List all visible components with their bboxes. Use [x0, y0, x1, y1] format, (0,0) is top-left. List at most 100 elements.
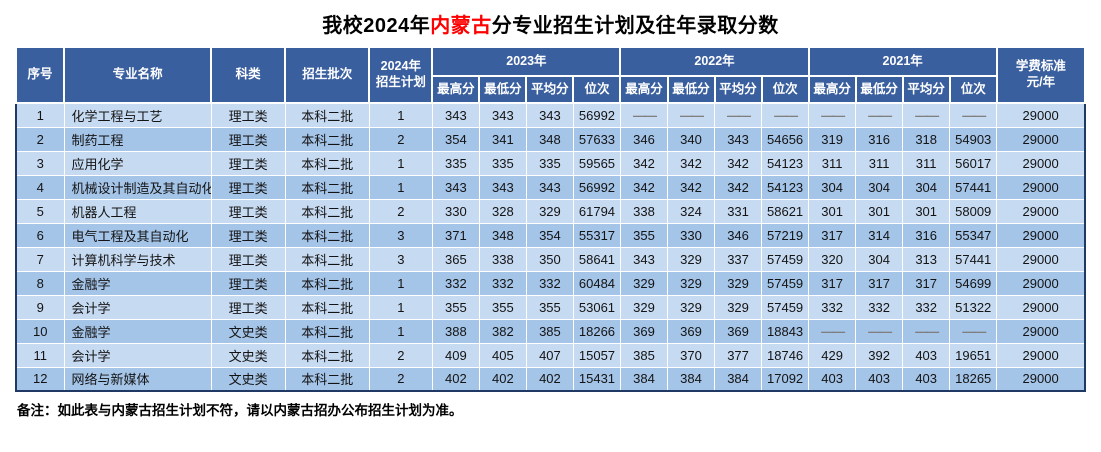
- cell-tuition: 29000: [996, 342, 1086, 368]
- cell-no: 12: [15, 366, 65, 392]
- cell-tuition: 29000: [996, 102, 1086, 128]
- cell-major: 会计学: [63, 342, 212, 368]
- cell-2022-avg: 384: [714, 366, 763, 392]
- cell-tuition: 29000: [996, 294, 1086, 320]
- cell-major: 会计学: [63, 294, 212, 320]
- cell-2021-max: 317: [808, 270, 857, 296]
- cell-2021-max: 301: [808, 198, 857, 224]
- cell-no: 9: [15, 294, 65, 320]
- cell-2022-min: 384: [666, 366, 716, 392]
- cell-2023-max: 332: [431, 270, 480, 296]
- cell-no: 5: [15, 198, 65, 224]
- cell-2022-rank: 54123: [761, 150, 810, 176]
- cell-tuition: 29000: [996, 318, 1086, 344]
- cell-2021-avg: 318: [902, 126, 951, 152]
- cell-plan: 2: [368, 366, 433, 392]
- cell-2021-max: ——: [808, 102, 857, 128]
- table-row: 2 制药工程 理工类 本科二批 2 354 341 348 57633 346 340 343 5465…: [15, 126, 1086, 152]
- cell-tuition: 29000: [996, 270, 1086, 296]
- title-highlight: 内蒙古: [430, 15, 492, 37]
- cell-2023-rank: 57633: [572, 126, 621, 152]
- cell-2021-min: 392: [855, 342, 904, 368]
- cell-batch: 本科二批: [284, 246, 370, 272]
- table-row: 8 金融学 理工类 本科二批 1 332 332 332 60484 329 329 329 57459…: [15, 270, 1086, 296]
- cell-2021-max: 320: [808, 246, 857, 272]
- cell-2021-rank: 54699: [949, 270, 998, 296]
- cell-2023-avg: 350: [525, 246, 574, 272]
- cell-2022-avg: 329: [714, 294, 763, 320]
- table-row: 12 网络与新媒体 文史类 本科二批 2 402 402 402 15431 384 384 384 1…: [15, 366, 1086, 392]
- cell-2021-max: 311: [808, 150, 857, 176]
- cell-2021-avg: 301: [902, 198, 951, 224]
- cell-2023-rank: 15431: [572, 366, 621, 392]
- col-header-2022-avg: 平均分: [713, 75, 763, 104]
- cell-2022-rank: 17092: [761, 366, 810, 392]
- cell-major: 网络与新媒体: [63, 366, 212, 392]
- cell-2023-rank: 56992: [572, 174, 621, 200]
- table-row: 3 应用化学 理工类 本科二批 1 335 335 335 59565 342 342 342 5412…: [15, 150, 1086, 176]
- cell-2023-max: 371: [431, 222, 480, 248]
- cell-tuition: 29000: [996, 222, 1086, 248]
- cell-2023-max: 354: [431, 126, 480, 152]
- col-header-2021-rank: 位次: [948, 75, 998, 104]
- cell-batch: 本科二批: [284, 342, 370, 368]
- cell-2023-max: 355: [431, 294, 480, 320]
- cell-major: 计算机科学与技术: [63, 246, 212, 272]
- cell-2021-max: 429: [808, 342, 857, 368]
- cell-2022-min: 324: [666, 198, 716, 224]
- cell-category: 文史类: [210, 366, 286, 392]
- cell-batch: 本科二批: [284, 318, 370, 344]
- cell-2023-avg: 335: [525, 150, 574, 176]
- cell-2022-max: 342: [619, 150, 669, 176]
- cell-2022-min: 370: [666, 342, 716, 368]
- cell-2022-min: 342: [666, 150, 716, 176]
- cell-2023-min: 343: [478, 174, 527, 200]
- cell-2023-min: 405: [478, 342, 527, 368]
- col-header-2021-min: 最低分: [854, 75, 904, 104]
- table-row: 9 会计学 理工类 本科二批 1 355 355 355 53061 329 329 329 57459…: [15, 294, 1086, 320]
- cell-2022-max: 385: [619, 342, 669, 368]
- cell-2022-min: 329: [666, 294, 716, 320]
- cell-2022-avg: 329: [714, 270, 763, 296]
- cell-category: 理工类: [210, 102, 286, 128]
- col-header-2022-max: 最高分: [619, 75, 669, 104]
- cell-2021-min: 317: [855, 270, 904, 296]
- col-header-2021-avg: 平均分: [901, 75, 951, 104]
- cell-2022-max: 369: [619, 318, 669, 344]
- cell-2023-rank: 61794: [572, 198, 621, 224]
- cell-2022-avg: 369: [714, 318, 763, 344]
- col-group-2022: 2022年: [619, 46, 810, 77]
- cell-plan: 2: [368, 126, 433, 152]
- cell-2021-avg: ——: [902, 102, 951, 128]
- cell-2021-min: ——: [855, 318, 904, 344]
- table-row: 7 计算机科学与技术 理工类 本科二批 3 365 338 350 58641 343 329 337…: [15, 246, 1086, 272]
- cell-2023-max: 330: [431, 198, 480, 224]
- cell-no: 10: [15, 318, 65, 344]
- cell-2022-max: ——: [619, 102, 669, 128]
- cell-2022-avg: 346: [714, 222, 763, 248]
- col-header-category: 科类: [210, 46, 287, 104]
- cell-plan: 1: [368, 318, 433, 344]
- cell-category: 文史类: [210, 318, 286, 344]
- cell-2023-min: 328: [478, 198, 527, 224]
- title-part2: 分专业招生计划及往年录取分数: [491, 15, 779, 37]
- cell-category: 理工类: [210, 294, 286, 320]
- cell-2021-min: ——: [855, 102, 904, 128]
- cell-2021-avg: 332: [902, 294, 951, 320]
- cell-2023-avg: 355: [525, 294, 574, 320]
- cell-2023-min: 355: [478, 294, 527, 320]
- cell-2022-min: 340: [666, 126, 716, 152]
- cell-2021-min: 314: [855, 222, 904, 248]
- cell-2023-min: 402: [478, 366, 527, 392]
- cell-batch: 本科二批: [284, 222, 370, 248]
- cell-2021-max: ——: [808, 318, 857, 344]
- cell-2021-rank: 19651: [949, 342, 998, 368]
- cell-2023-avg: 329: [525, 198, 574, 224]
- cell-tuition: 29000: [996, 126, 1086, 152]
- cell-2022-rank: ——: [761, 102, 810, 128]
- cell-2021-min: 304: [855, 246, 904, 272]
- cell-2022-rank: 18843: [761, 318, 810, 344]
- page-title: 我校2024年内蒙古分专业招生计划及往年录取分数: [0, 0, 1101, 38]
- cell-major: 机器人工程: [63, 198, 212, 224]
- cell-2022-rank: 57459: [761, 294, 810, 320]
